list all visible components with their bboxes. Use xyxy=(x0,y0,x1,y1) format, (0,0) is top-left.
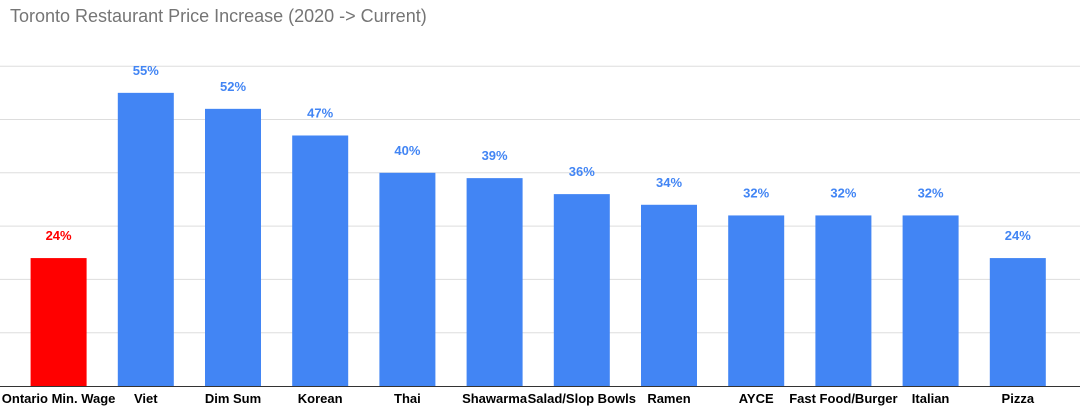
tick-label-dim-sum: Dim Sum xyxy=(205,391,261,406)
bar-dim-sum xyxy=(205,108,261,386)
bar-ayce xyxy=(728,215,785,386)
tick-label-pizza: Pizza xyxy=(1002,391,1035,406)
value-label-salad-slop-bowls: 36% xyxy=(569,164,595,179)
value-label-korean: 47% xyxy=(307,105,333,120)
value-label-ramen: 34% xyxy=(656,175,682,190)
category-labels: Ontario Min. Wage Viet Dim Sum Korean Thai Sh… xyxy=(2,391,1035,406)
bar-ontario-min-wage xyxy=(30,258,87,386)
value-label-ayce: 32% xyxy=(743,185,769,200)
value-label-dim-sum: 52% xyxy=(220,79,246,94)
bar-ramen xyxy=(641,204,697,386)
value-label-shawarma: 39% xyxy=(482,148,508,163)
value-label-viet: 55% xyxy=(133,63,159,78)
tick-label-ramen: Ramen xyxy=(647,391,690,406)
bar-viet xyxy=(117,92,174,386)
bars xyxy=(30,92,1046,386)
bar-thai xyxy=(379,172,436,386)
value-labels: 24% 55% 52% 47% 40% 39% 36% 34% 32% 32% 32% 24% xyxy=(46,63,1032,243)
bar-shawarma xyxy=(466,178,523,386)
bar-korean xyxy=(292,135,349,386)
value-label-ontario-min-wage: 24% xyxy=(46,228,72,243)
tick-label-shawarma: Shawarma xyxy=(462,391,528,406)
tick-label-italian: Italian xyxy=(912,391,950,406)
bar-fast-food-burger xyxy=(815,215,872,386)
bar-pizza xyxy=(989,258,1046,386)
tick-label-ontario-min-wage: Ontario Min. Wage xyxy=(2,391,116,406)
value-label-thai: 40% xyxy=(394,143,420,158)
gridlines xyxy=(0,65,1080,334)
tick-label-korean: Korean xyxy=(298,391,343,406)
tick-label-ayce: AYCE xyxy=(739,391,774,406)
value-label-fast-food-burger: 32% xyxy=(830,185,856,200)
tick-label-viet: Viet xyxy=(134,391,158,406)
tick-label-thai: Thai xyxy=(394,391,421,406)
bar-salad-slop-bowls xyxy=(553,194,610,386)
tick-label-fast-food-burger: Fast Food/Burger xyxy=(789,391,897,406)
value-label-italian: 32% xyxy=(918,185,944,200)
bar-italian xyxy=(902,215,959,386)
chart-title: Toronto Restaurant Price Increase (2020 … xyxy=(10,6,427,26)
value-label-pizza: 24% xyxy=(1005,228,1031,243)
tick-label-salad-slop-bowls: Salad/Slop Bowls xyxy=(528,391,636,406)
